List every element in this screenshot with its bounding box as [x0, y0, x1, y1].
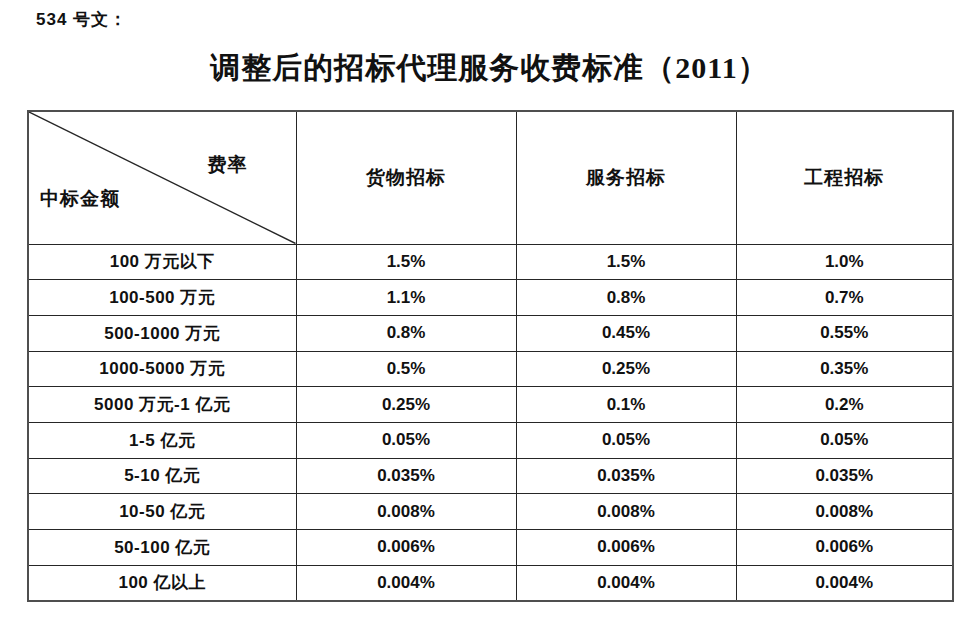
fee-table-body: 100 万元以下1.5%1.5%1.0%100-500 万元1.1%0.8%0.… [28, 244, 953, 601]
corner-label-bid-amount: 中标金额 [40, 186, 120, 212]
table-row: 100 亿以上0.004%0.004%0.004% [28, 565, 953, 601]
fee-value: 0.008% [516, 494, 736, 530]
fee-value: 0.004% [296, 565, 516, 601]
fee-value: 0.55% [736, 315, 953, 351]
fee-value: 0.004% [736, 565, 953, 601]
table-row: 50-100 亿元0.006%0.006%0.006% [28, 530, 953, 566]
doc-number-label: 534 号文： [36, 8, 127, 31]
diagonal-divider-line [29, 112, 296, 244]
column-header-goods: 货物招标 [296, 111, 516, 244]
fee-standard-table: 费率 中标金额 货物招标 服务招标 工程招标 100 万元以下1.5%1.5%1… [27, 110, 954, 602]
table-row: 1000-5000 万元0.5%0.25%0.35% [28, 351, 953, 387]
fee-value: 1.0% [736, 244, 953, 280]
fee-value: 0.035% [736, 458, 953, 494]
fee-value: 0.25% [516, 351, 736, 387]
row-label: 100 亿以上 [28, 565, 296, 601]
fee-value: 0.35% [736, 351, 953, 387]
corner-header-cell: 费率 中标金额 [28, 111, 296, 244]
row-label: 1-5 亿元 [28, 422, 296, 458]
table-row: 500-1000 万元0.8%0.45%0.55% [28, 315, 953, 351]
table-row: 5000 万元-1 亿元0.25%0.1%0.2% [28, 387, 953, 423]
fee-value: 0.1% [516, 387, 736, 423]
fee-value: 0.25% [296, 387, 516, 423]
fee-value: 0.05% [516, 422, 736, 458]
row-label: 10-50 亿元 [28, 494, 296, 530]
row-label: 100 万元以下 [28, 244, 296, 280]
row-label: 1000-5000 万元 [28, 351, 296, 387]
fee-value: 0.006% [516, 530, 736, 566]
row-label: 500-1000 万元 [28, 315, 296, 351]
fee-value: 1.5% [296, 244, 516, 280]
table-row: 100-500 万元1.1%0.8%0.7% [28, 280, 953, 316]
column-header-services: 服务招标 [516, 111, 736, 244]
fee-value: 0.004% [516, 565, 736, 601]
table-row: 1-5 亿元0.05%0.05%0.05% [28, 422, 953, 458]
fee-value: 0.05% [296, 422, 516, 458]
table-header-row: 费率 中标金额 货物招标 服务招标 工程招标 [28, 111, 953, 244]
fee-value: 1.5% [516, 244, 736, 280]
row-label: 50-100 亿元 [28, 530, 296, 566]
column-header-engineering: 工程招标 [736, 111, 953, 244]
fee-value: 0.008% [296, 494, 516, 530]
fee-value: 0.2% [736, 387, 953, 423]
fee-value: 0.5% [296, 351, 516, 387]
fee-value: 0.006% [736, 530, 953, 566]
fee-value: 0.006% [296, 530, 516, 566]
table-row: 100 万元以下1.5%1.5%1.0% [28, 244, 953, 280]
fee-value: 0.035% [296, 458, 516, 494]
fee-value: 0.7% [736, 280, 953, 316]
fee-value: 0.8% [296, 315, 516, 351]
corner-label-rate: 费率 [208, 152, 248, 178]
fee-value: 0.035% [516, 458, 736, 494]
fee-value: 0.05% [736, 422, 953, 458]
row-label: 100-500 万元 [28, 280, 296, 316]
table-row: 10-50 亿元0.008%0.008%0.008% [28, 494, 953, 530]
page-title: 调整后的招标代理服务收费标准（2011） [0, 48, 979, 89]
table-row: 5-10 亿元0.035%0.035%0.035% [28, 458, 953, 494]
fee-value: 0.45% [516, 315, 736, 351]
fee-value: 0.8% [516, 280, 736, 316]
fee-value: 1.1% [296, 280, 516, 316]
row-label: 5000 万元-1 亿元 [28, 387, 296, 423]
row-label: 5-10 亿元 [28, 458, 296, 494]
fee-value: 0.008% [736, 494, 953, 530]
